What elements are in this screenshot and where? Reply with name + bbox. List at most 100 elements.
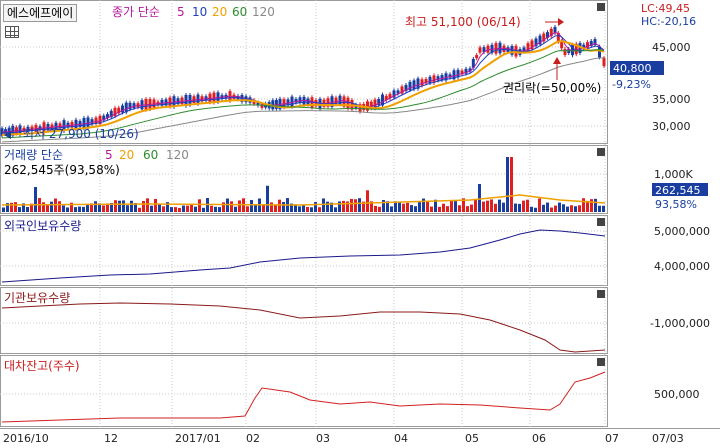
x-tick-2017-01: 2017/01	[175, 432, 221, 445]
volume-bar	[86, 203, 89, 212]
volume-ma120: 120	[166, 148, 189, 162]
volume-bar	[322, 198, 325, 212]
volume-bar	[106, 203, 109, 212]
volume-bar	[182, 205, 185, 212]
candle-body	[582, 44, 586, 49]
inst-panel-close-icon[interactable]	[597, 290, 605, 298]
candle-body	[294, 99, 298, 103]
foreign-panel-close-icon[interactable]	[597, 218, 605, 226]
volume-panel-close-icon[interactable]	[597, 148, 605, 156]
moving-average-line	[1, 31, 605, 133]
loan-panel-close-icon[interactable]	[597, 358, 605, 366]
volume-bar	[214, 206, 217, 212]
grid-table-icon[interactable]	[5, 26, 19, 38]
volume-bar	[250, 200, 253, 212]
volume-bar	[506, 157, 509, 212]
candle-body	[260, 104, 264, 108]
volume-bar	[66, 207, 69, 212]
volume-bar	[554, 205, 557, 212]
foreign-tick-4m: 4,000,000	[654, 260, 710, 273]
volume-bar	[538, 198, 541, 212]
volume-bar	[334, 207, 337, 212]
volume-bar	[126, 205, 129, 212]
volume-bar	[70, 202, 73, 212]
volume-bar	[390, 206, 393, 212]
candle-body	[256, 102, 260, 106]
foreign-tick-5m: 5,000,000	[654, 225, 710, 238]
volume-bar	[526, 199, 529, 212]
candle-body	[381, 94, 384, 106]
price-panel-close-icon[interactable]	[597, 3, 605, 11]
volume-bar	[190, 204, 193, 212]
volume-bar	[2, 207, 5, 212]
loan-balance-line	[1, 371, 606, 423]
volume-bar	[174, 207, 177, 212]
candle-body	[384, 95, 388, 101]
volume-bar	[74, 207, 77, 212]
x-tick-07-03: 07/03	[652, 432, 684, 445]
foreign-panel-frame	[0, 215, 608, 286]
volume-bar	[602, 205, 605, 212]
candle-body	[542, 33, 546, 42]
candle-body	[392, 90, 396, 98]
candle-body	[440, 75, 444, 81]
volume-bar	[198, 199, 201, 212]
volume-bar	[594, 198, 597, 212]
volume-bar	[406, 202, 409, 212]
volume-bar	[378, 206, 381, 212]
volume-bar	[62, 205, 65, 212]
volume-ma-line	[1, 194, 606, 206]
loan-tick-500k: 500,000	[654, 388, 700, 401]
volume-bar	[454, 201, 457, 212]
price-ma10: 10	[192, 5, 207, 19]
volume-bar	[78, 206, 81, 212]
volume-bar	[82, 206, 85, 212]
panel-controls[interactable]	[597, 3, 605, 366]
x-tick-03: 03	[316, 432, 330, 445]
candle-body	[124, 102, 128, 113]
candle-body	[132, 103, 136, 109]
volume-bar	[590, 199, 593, 212]
volume-bar	[346, 201, 349, 212]
volume-bar	[486, 200, 489, 212]
candle-body	[452, 70, 456, 80]
candle-body	[428, 76, 432, 84]
candle-body	[586, 42, 589, 48]
volume-bar	[426, 201, 429, 212]
volume-bar	[394, 201, 397, 212]
volume-bar	[386, 201, 389, 212]
volume-bar	[210, 205, 213, 212]
candle-body	[460, 70, 464, 75]
volume-bar	[434, 199, 437, 212]
candle-body	[602, 58, 606, 66]
volume-y-axis: 1,000K 262,545 93,58%	[652, 168, 708, 211]
volume-bar	[498, 199, 501, 212]
volume-bar	[238, 200, 241, 212]
inst-panel-frame	[0, 287, 608, 354]
inst-tick-neg1m: -1,000,000	[650, 317, 710, 330]
candle-body	[530, 40, 534, 50]
volume-bar	[502, 202, 505, 212]
candle-body	[286, 99, 290, 106]
panel-frames	[0, 0, 720, 429]
candle-body	[424, 78, 428, 84]
volume-bar	[550, 207, 553, 212]
candle-body	[408, 81, 412, 91]
candle-body	[400, 86, 404, 94]
volume-bar	[142, 200, 145, 212]
volume-bar	[138, 207, 141, 212]
volume-bar	[546, 202, 549, 212]
volume-bar	[162, 206, 165, 212]
candle-body	[330, 96, 334, 107]
volume-bar	[542, 204, 545, 212]
volume-bar	[246, 206, 249, 212]
candle-body	[526, 43, 530, 52]
volume-bar	[154, 198, 157, 212]
stock-name-box[interactable]: 에스에프에이	[3, 4, 78, 22]
candle-body	[464, 68, 468, 74]
volume-bar	[574, 206, 577, 212]
volume-bar	[42, 202, 45, 212]
candle-body	[589, 41, 593, 46]
volume-bar	[450, 199, 453, 212]
